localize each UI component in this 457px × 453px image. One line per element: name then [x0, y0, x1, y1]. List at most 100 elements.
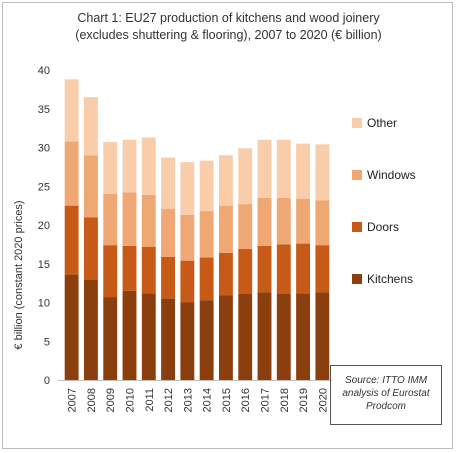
bar-segment-windows-2016 [238, 204, 253, 250]
bar-segment-windows-2012 [161, 208, 176, 257]
bar-segment-kitchens-2012 [161, 298, 176, 381]
bar-segment-other-2018 [276, 139, 291, 198]
y-tick-label: 35 [38, 104, 50, 116]
y-tick-label: 15 [38, 259, 50, 271]
legend-swatch-windows [352, 170, 362, 180]
bar-segment-windows-2017 [257, 197, 272, 246]
x-tick-label: 2008 [86, 388, 98, 412]
x-tick-label: 2016 [240, 388, 252, 412]
legend-label-other: Other [367, 116, 397, 130]
source-line-1: Source: ITTO IMM [344, 375, 428, 386]
bar-segment-windows-2015 [218, 205, 233, 253]
y-tick-label: 20 [38, 220, 50, 232]
bar-segment-other-2011 [141, 137, 156, 195]
chart-title-line-1: Chart 1: EU27 production of kitchens and… [77, 11, 380, 25]
bar-segment-other-2016 [238, 148, 253, 205]
bar-segment-kitchens-2011 [141, 293, 156, 380]
y-axis-label-group: € billion (constant 2020 prices) [13, 200, 25, 349]
bar-segment-other-2013 [180, 162, 195, 215]
y-tick-label: 30 [38, 143, 50, 155]
bar-segment-kitchens-2014 [199, 300, 214, 380]
x-tick-label: 2007 [67, 388, 79, 412]
y-tick-label: 40 [38, 65, 50, 77]
bar-segment-doors-2016 [238, 249, 253, 294]
bar-segment-doors-2011 [141, 246, 156, 294]
chart-title-line-2: (excludes shuttering & flooring), 2007 t… [75, 28, 382, 42]
bar-segment-doors-2019 [296, 243, 311, 294]
bar-segment-other-2010 [122, 139, 137, 193]
bar-segment-other-2015 [218, 155, 233, 206]
legend-swatch-kitchens [352, 274, 362, 284]
bar-segment-doors-2008 [83, 217, 98, 281]
bar-segment-other-2012 [161, 157, 176, 209]
bar-segment-doors-2007 [64, 205, 79, 275]
legend-label-kitchens: Kitchens [367, 272, 413, 286]
bar-segment-kitchens-2020 [315, 292, 330, 380]
bar-segment-doors-2015 [218, 252, 233, 296]
bar-segment-kitchens-2016 [238, 293, 253, 380]
legend-label-doors: Doors [367, 220, 399, 234]
x-tick-label: 2013 [182, 388, 194, 412]
x-tick-label: 2010 [125, 388, 137, 412]
legend-swatch-doors [352, 222, 362, 232]
bar-segment-windows-2019 [296, 198, 311, 244]
source-note: Source: ITTO IMM analysis of Eurostat Pr… [330, 365, 442, 425]
bar-segment-other-2009 [103, 142, 118, 194]
legend: Other Windows Doors Kitchens [352, 116, 416, 286]
y-axis-ticks: 0 5 10 15 20 25 30 35 40 [38, 65, 50, 387]
x-tick-label: 2017 [260, 388, 272, 412]
bar-segment-kitchens-2018 [276, 293, 291, 380]
x-axis-ticks: 2007 2008 2009 2010 2011 2012 2013 2014 2015 2016… [67, 388, 330, 412]
x-tick-label: 2019 [298, 388, 310, 412]
bar-segment-kitchens-2010 [122, 290, 137, 381]
bar-segment-kitchens-2017 [257, 292, 272, 380]
bar-segment-doors-2017 [257, 245, 272, 293]
bar-segment-kitchens-2019 [296, 293, 311, 380]
x-tick-label: 2014 [202, 388, 214, 412]
bar-segment-kitchens-2007 [64, 274, 79, 380]
bar-segment-doors-2010 [122, 245, 137, 291]
bar-segment-kitchens-2015 [218, 295, 233, 380]
bar-segment-kitchens-2008 [83, 280, 98, 380]
bar-segment-kitchens-2009 [103, 297, 118, 380]
bar-segment-other-2008 [83, 97, 98, 156]
bar-segment-other-2014 [199, 160, 214, 212]
bar-segment-doors-2020 [315, 245, 330, 293]
bars [64, 79, 330, 381]
bar-segment-windows-2007 [64, 141, 79, 206]
x-tick-label: 2011 [144, 388, 156, 412]
bar-segment-other-2019 [296, 143, 311, 199]
bar-segment-windows-2020 [315, 200, 330, 246]
y-tick-label: 25 [38, 181, 50, 193]
bar-segment-other-2020 [315, 144, 330, 201]
bar-segment-doors-2018 [276, 244, 291, 294]
bar-segment-windows-2009 [103, 194, 118, 246]
bar-segment-windows-2010 [122, 192, 137, 246]
source-line-3: Prodcom [365, 401, 406, 412]
bar-segment-other-2007 [64, 79, 79, 142]
y-tick-label: 0 [44, 375, 50, 387]
x-tick-label: 2015 [221, 388, 233, 412]
x-tick-label: 2009 [105, 388, 117, 412]
legend-label-windows: Windows [367, 168, 416, 182]
bar-segment-doors-2014 [199, 257, 214, 301]
bar-segment-doors-2012 [161, 256, 176, 299]
x-tick-label: 2012 [163, 388, 175, 412]
y-axis-label: € billion (constant 2020 prices) [13, 200, 25, 349]
bar-segment-windows-2008 [83, 155, 98, 218]
bar-segment-other-2017 [257, 139, 272, 198]
bar-segment-windows-2018 [276, 197, 291, 245]
y-tick-label: 5 [44, 336, 50, 348]
x-tick-label: 2018 [279, 388, 291, 412]
chart-title: Chart 1: EU27 production of kitchens and… [0, 10, 457, 44]
bar-segment-kitchens-2013 [180, 302, 195, 380]
bar-segment-windows-2013 [180, 214, 195, 261]
bar-segment-doors-2009 [103, 245, 118, 298]
y-tick-label: 10 [38, 298, 50, 310]
source-line-2: analysis of Eurostat [342, 388, 430, 399]
bar-segment-windows-2014 [199, 211, 214, 258]
bar-segment-doors-2013 [180, 260, 195, 303]
x-tick-label: 2020 [317, 388, 329, 412]
bar-segment-windows-2011 [141, 194, 156, 247]
